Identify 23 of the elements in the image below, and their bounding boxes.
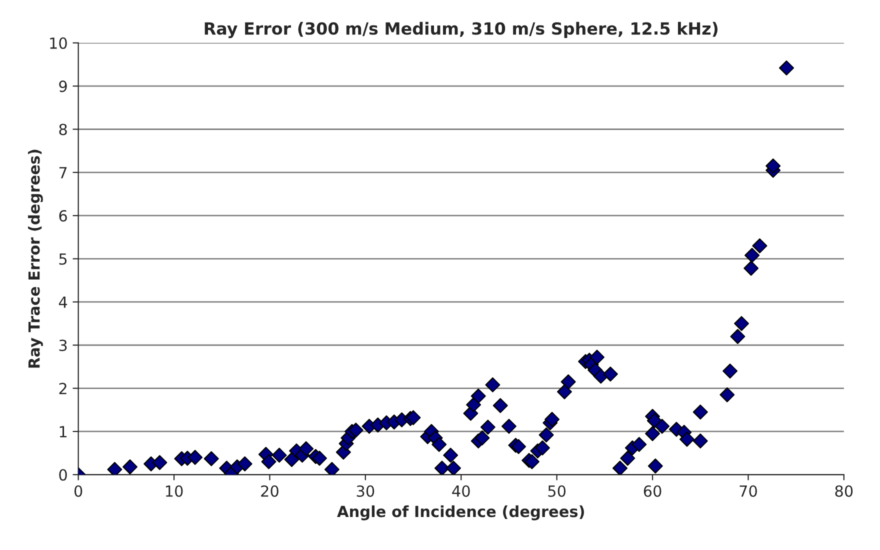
y-tick-label: 2 — [59, 382, 66, 394]
y-axis-title: Ray Trace Error (degrees) — [28, 150, 43, 368]
y-tick-label: 0 — [59, 469, 67, 481]
y-tick-label: 4 — [58, 296, 68, 308]
x-tick-label: 0 — [74, 485, 82, 497]
y-tick-label: 1 — [60, 426, 66, 438]
x-axis-title: Angle of Incidence (degrees) — [337, 505, 584, 520]
x-tick-label: 10 — [166, 485, 183, 497]
y-tick-label: 8 — [59, 124, 67, 136]
y-tick-label: 10 — [50, 37, 67, 49]
chart-title: Ray Error (300 m/s Medium, 310 m/s Sphere, 12.5 kHz) — [204, 22, 718, 38]
y-tick-label: 5 — [59, 253, 67, 265]
x-tick-label: 40 — [452, 485, 470, 497]
x-tick-label: 30 — [356, 485, 374, 497]
x-tick-label: 50 — [548, 485, 566, 497]
y-tick-label: 6 — [59, 210, 67, 222]
x-tick-label: 70 — [740, 485, 757, 497]
y-tick-label: 3 — [59, 340, 67, 352]
x-tick-label: 60 — [644, 485, 662, 497]
x-tick-label: 80 — [835, 485, 853, 497]
x-tick-label: 20 — [261, 485, 278, 497]
y-tick-label: 7 — [59, 167, 67, 178]
y-tick-label: 9 — [59, 80, 67, 92]
